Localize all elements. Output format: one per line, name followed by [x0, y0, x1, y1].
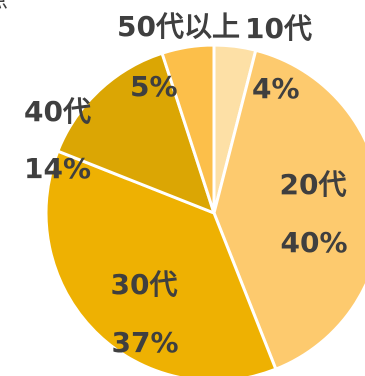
- pie-slice-20s: [212, 48, 365, 372]
- slice-label-10s: 10代: [245, 12, 312, 45]
- slice-label-30s: 30代: [111, 268, 178, 301]
- slice-label-50plus: 50代以上: [117, 10, 240, 43]
- slice-pct-50plus: 5%: [130, 70, 178, 103]
- pie-slice-50plus: [160, 43, 216, 214]
- pie-slice-30s: [44, 149, 278, 376]
- chart-title-fragment: 点: [0, 0, 8, 13]
- slice-label-20s: 20代: [280, 168, 347, 201]
- slice-pct-40s: 14%: [24, 152, 91, 185]
- slice-pct-30s: 37%: [111, 326, 178, 359]
- slice-pct-10s: 4%: [252, 72, 300, 105]
- pie-slices: [44, 43, 365, 376]
- slice-label-40s: 40代: [24, 95, 91, 128]
- slice-pct-20s: 40%: [280, 226, 347, 259]
